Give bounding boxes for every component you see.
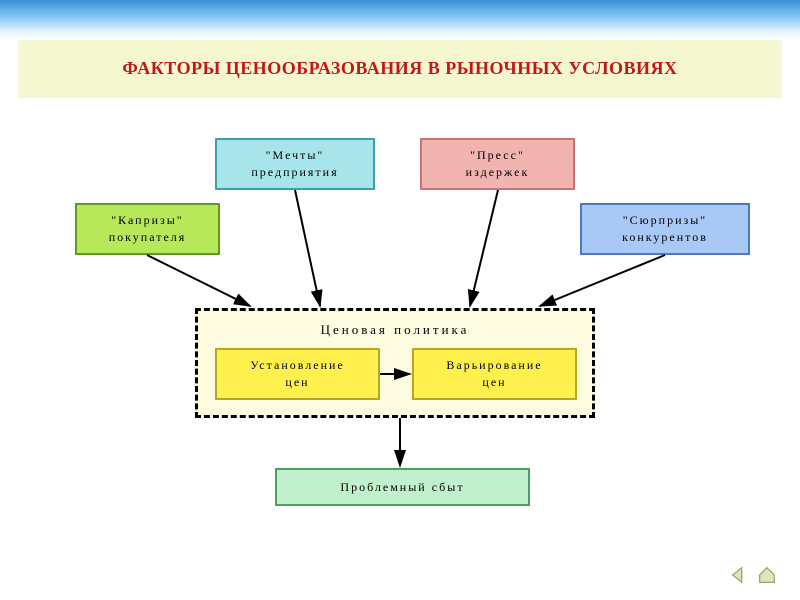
node-label: цен	[446, 374, 542, 391]
policy-title: Ценовая политика	[198, 321, 592, 339]
node-label: Установление	[250, 357, 345, 374]
node-label: "Сюрпризы"	[622, 212, 708, 229]
page-title: ФАКТОРЫ ЦЕНООБРАЗОВАНИЯ В РЫНОЧНЫХ УСЛОВ…	[122, 57, 677, 80]
node-label: "Пресс"	[466, 147, 530, 164]
node-label: "Мечты"	[251, 147, 338, 164]
node-mechty: "Мечты" предприятия	[215, 138, 375, 190]
nav-home-icon[interactable]	[756, 564, 778, 586]
edge-surprizy-policy	[540, 255, 665, 306]
title-bar: ФАКТОРЫ ЦЕНООБРАЗОВАНИЯ В РЫНОЧНЫХ УСЛОВ…	[18, 40, 782, 98]
node-label: покупателя	[109, 229, 187, 246]
node-label: "Капризы"	[109, 212, 187, 229]
node-surprizy: "Сюрпризы" конкурентов	[580, 203, 750, 255]
node-label: конкурентов	[622, 229, 708, 246]
node-varirovanie: Варьирование цен	[412, 348, 577, 400]
node-label: Варьирование	[446, 357, 542, 374]
diagram-canvas: "Капризы" покупателя "Мечты" предприятия…	[0, 98, 800, 600]
nav-icons	[728, 564, 778, 586]
node-label: Проблемный сбыт	[340, 479, 464, 496]
node-ustanovlenie: Установление цен	[215, 348, 380, 400]
node-label: цен	[250, 374, 345, 391]
nav-back-icon[interactable]	[728, 564, 750, 586]
edge-press-policy	[470, 190, 498, 306]
node-label: издержек	[466, 164, 530, 181]
node-sbyt: Проблемный сбыт	[275, 468, 530, 506]
node-label: предприятия	[251, 164, 338, 181]
header-gradient	[0, 0, 800, 40]
node-kaprizy: "Капризы" покупателя	[75, 203, 220, 255]
edge-mechty-policy	[295, 190, 320, 306]
node-press: "Пресс" издержек	[420, 138, 575, 190]
edge-kaprizy-policy	[147, 255, 250, 306]
